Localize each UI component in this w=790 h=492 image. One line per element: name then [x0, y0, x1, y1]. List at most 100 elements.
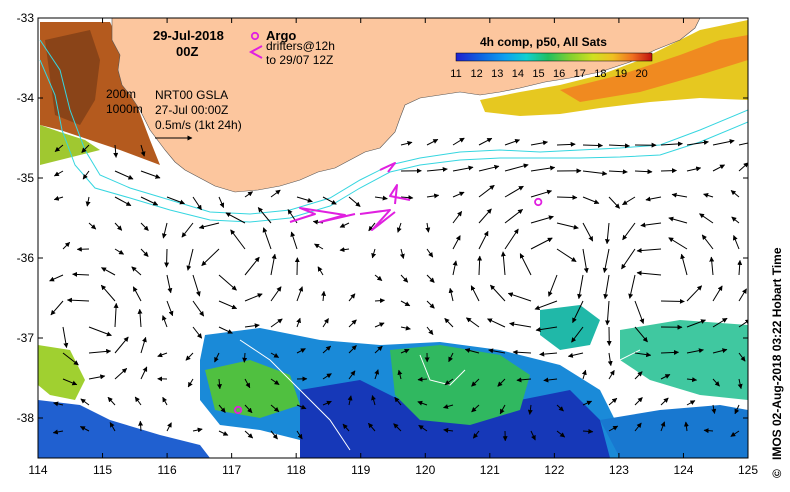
velocity-arrow [140, 144, 146, 157]
velocity-arrow [470, 285, 480, 302]
velocity-arrow [161, 315, 168, 328]
velocity-arrow [296, 196, 313, 203]
velocity-arrow [101, 267, 116, 276]
drifter-track-1 [289, 207, 356, 223]
velocity-arrow [426, 248, 434, 258]
velocity-arrow [488, 348, 506, 354]
velocity-arrow [582, 248, 589, 274]
velocity-arrow [397, 369, 403, 380]
velocity-arrow [426, 138, 439, 146]
colorbar-tick-label: 19 [615, 68, 627, 80]
velocity-arrow [603, 274, 610, 300]
velocity-arrow [296, 404, 307, 410]
velocity-arrow [660, 397, 669, 406]
velocity-arrow [417, 376, 428, 382]
velocity-arrow [296, 286, 304, 302]
velocity-arrow [66, 297, 90, 303]
velocity-arrow [608, 397, 618, 406]
velocity-arrow [198, 222, 220, 230]
velocity-arrow [339, 247, 350, 253]
drifter-legend-icon [248, 45, 263, 59]
velocity-arrow [426, 300, 435, 309]
velocity-arrow [709, 256, 715, 276]
velocity-arrow [270, 253, 277, 276]
velocity-arrow [731, 216, 740, 224]
depth-label-200m: 200m [106, 87, 136, 101]
velocity-arrow [712, 285, 723, 302]
velocity-arrow [712, 139, 735, 146]
velocity-arrow [499, 404, 506, 415]
velocity-arrow [374, 322, 385, 328]
contour-200m [39, 39, 748, 215]
velocity-arrow [556, 141, 576, 147]
velocity-arrow [530, 430, 536, 441]
velocity-arrow [244, 378, 251, 389]
velocity-arrow [218, 404, 226, 413]
velocity-arrow [218, 196, 225, 208]
colorbar-tick-label: 11 [450, 68, 461, 80]
velocity-arrow [62, 326, 69, 349]
sst-patch-east-green [620, 320, 748, 400]
velocity-arrow [225, 212, 246, 224]
velocity-arrow [187, 378, 194, 388]
velocity-arrow [53, 195, 64, 201]
y-tick-label: -34 [17, 91, 35, 105]
velocity-arrow [181, 222, 194, 238]
y-axis: -33 -34 -35 -36 -37 -38 [17, 11, 748, 425]
velocity-arrow [368, 222, 376, 232]
velocity-arrow [686, 400, 696, 406]
velocity-arrow [701, 234, 714, 250]
velocity-arrow [166, 274, 173, 294]
velocity-arrow [738, 319, 748, 328]
velocity-arrow [374, 195, 388, 201]
velocity-arrow [604, 222, 610, 245]
velocity-arrow [683, 421, 689, 432]
velocity-arrow [572, 300, 584, 324]
x-tick-label: 114 [28, 463, 47, 477]
credit-text: IMOS 02-Aug-2018 03:22 Hobart Time [770, 247, 784, 460]
velocity-arrow [79, 426, 90, 432]
velocity-arrow [497, 378, 506, 387]
velocity-arrow [556, 222, 579, 230]
y-tick-label: -35 [17, 171, 35, 185]
x-tick-label: 123 [609, 463, 629, 477]
velocity-arrow [582, 196, 600, 205]
velocity-arrow [730, 430, 740, 437]
velocity-arrow [703, 428, 714, 434]
land-australia [111, 18, 701, 193]
velocity-arrow [342, 423, 350, 432]
depth-label-1000m: 1000m [106, 102, 143, 116]
velocity-arrow [296, 317, 301, 328]
velocity-arrow [738, 162, 748, 172]
x-tick-label: 120 [415, 463, 435, 477]
velocity-arrow [530, 165, 556, 172]
x-tick-label: 115 [93, 463, 112, 477]
map-date: 29-Jul-2018 [153, 28, 224, 43]
velocity-arrow [348, 345, 357, 354]
velocity-arrow [621, 248, 636, 270]
velocity-arrow [85, 196, 91, 207]
velocity-arrow [134, 396, 142, 406]
velocity-arrow [322, 373, 332, 380]
velocity-arrow [312, 219, 324, 225]
velocity-arrow [660, 421, 666, 432]
y-tick-label: -37 [17, 331, 35, 345]
velocity-arrow [262, 227, 272, 250]
velocity-arrow [140, 196, 159, 206]
velocity-arrow [732, 235, 740, 250]
sst-patches [38, 20, 748, 458]
velocity-arrow [114, 222, 123, 231]
ssh-contour-3 [599, 339, 641, 361]
colorbar-title: 4h comp, p50, All Sats [480, 35, 607, 49]
velocity-arrow [192, 427, 203, 433]
velocity-arrow [62, 241, 71, 250]
velocity-arrow [50, 300, 64, 316]
velocity-arrow [686, 139, 709, 146]
velocity-arrow [257, 207, 272, 224]
y-tick-label: -38 [17, 411, 35, 425]
sst-patch-south-green [390, 345, 530, 425]
sst-patch-east-blue [600, 405, 748, 458]
velocity-arrow [114, 248, 125, 255]
velocity-arrow [164, 248, 170, 268]
